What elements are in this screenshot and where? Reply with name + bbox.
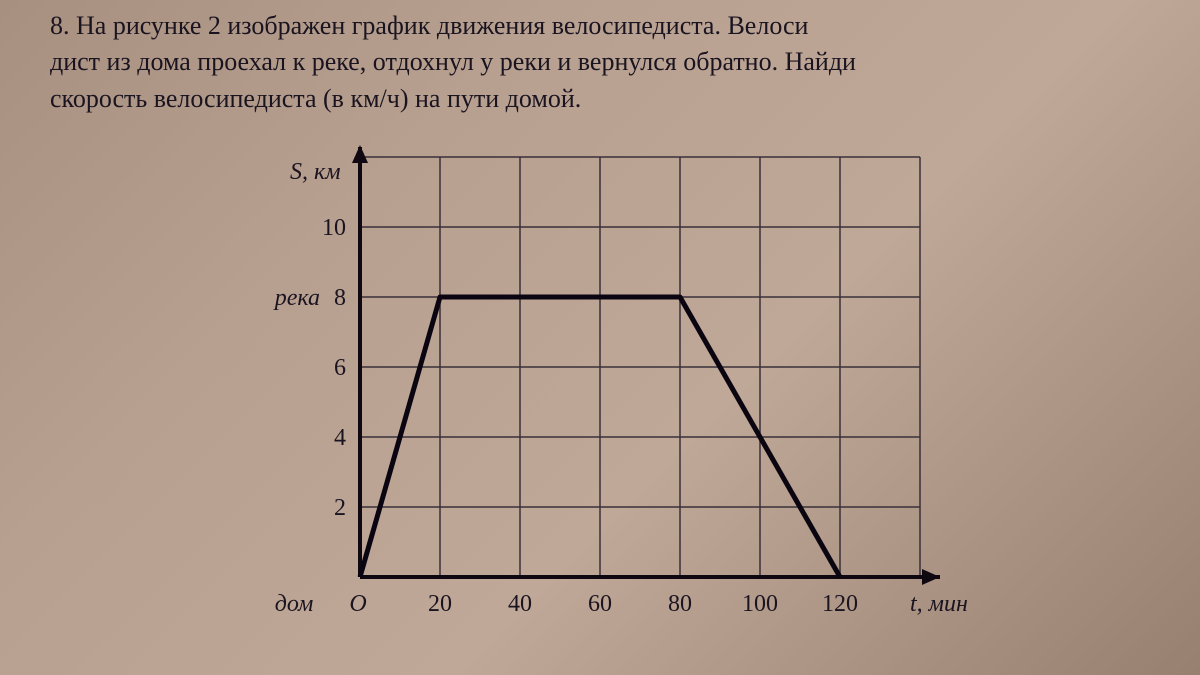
y-tick-label: 8	[334, 285, 346, 311]
y-tick-label: 10	[322, 215, 346, 241]
x-tick-label: 40	[508, 591, 532, 617]
x-tick-label: 20	[428, 591, 452, 617]
problem-line2: дист из дома проехал к реке, отдохнул у …	[50, 47, 856, 76]
chart-container: 20 40 60 80 100 120 2 4 6 8 10 S, км t, мин Oдом река	[20, 137, 1180, 637]
x-tick-label: 60	[588, 591, 612, 617]
x-tick-label: 80	[668, 591, 692, 617]
x-tick-label: 100	[742, 591, 778, 617]
x-axis-label: t, мин	[910, 591, 968, 617]
problem-number: 8.	[50, 11, 70, 40]
problem-text: 8. На рисунке 2 изображен график движени…	[20, 8, 1180, 117]
origin-label: O	[349, 591, 366, 617]
y-axis-label: S, км	[290, 159, 341, 185]
x-tick-label: 120	[822, 591, 858, 617]
distance-time-chart: 20 40 60 80 100 120 2 4 6 8 10 S, км t, мин Oдом река	[220, 137, 980, 637]
chart-wrapper: 20 40 60 80 100 120 2 4 6 8 10 S, км t, мин Oдом река	[220, 137, 980, 637]
y-tick-label: 4	[334, 425, 346, 451]
x-axis-arrow	[922, 569, 940, 585]
y-tick-label: 6	[334, 355, 346, 381]
river-label: река	[273, 285, 320, 311]
y-axis-arrow	[352, 145, 368, 163]
y-tick-label: 2	[334, 495, 346, 521]
home-label: дом	[275, 591, 314, 617]
problem-line1: На рисунке 2 изображен график движения в…	[76, 11, 808, 40]
problem-line3: скорость велосипедиста (в км/ч) на пути …	[50, 84, 581, 113]
